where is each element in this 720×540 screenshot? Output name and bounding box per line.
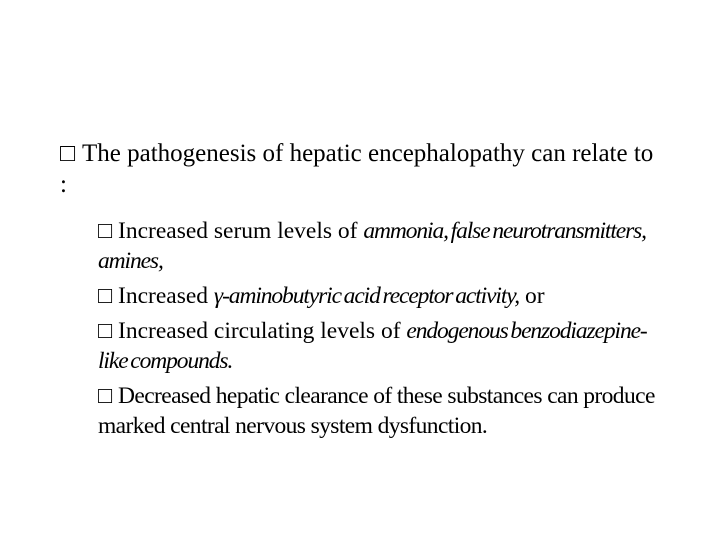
- sub-bullets: □Increased serum levels of ammonia, fals…: [98, 215, 660, 442]
- sub-4-prefix: Decreased hepatic clearance of these sub…: [98, 383, 655, 439]
- sub-bullet-4: □Decreased hepatic clearance of these su…: [98, 380, 660, 441]
- main-content: □The pathogenesis of hepatic encephalopa…: [60, 138, 660, 445]
- sub-3-prefix: Increased circulating levels of: [118, 318, 406, 344]
- square-bullet-icon: □: [98, 380, 118, 410]
- square-bullet-icon: □: [60, 138, 82, 169]
- square-bullet-icon: □: [98, 315, 118, 345]
- square-bullet-icon: □: [98, 280, 118, 310]
- slide: □The pathogenesis of hepatic encephalopa…: [0, 0, 720, 540]
- sub-bullet-1: □Increased serum levels of ammonia, fals…: [98, 215, 660, 276]
- main-bullet: □The pathogenesis of hepatic encephalopa…: [60, 138, 660, 201]
- sub-1-prefix: Increased serum levels of: [118, 218, 363, 244]
- sub-2-suffix: or: [519, 283, 544, 309]
- main-text: The pathogenesis of hepatic encephalopat…: [60, 140, 653, 198]
- square-bullet-icon: □: [98, 215, 118, 245]
- sub-2-italic: γ-aminobutyric acid receptor activity,: [214, 283, 519, 309]
- sub-bullet-3: □Increased circulating levels of endogen…: [98, 315, 660, 376]
- sub-2-prefix: Increased: [118, 283, 214, 309]
- sub-bullet-2: □Increased γ-aminobutyric acid receptor …: [98, 280, 660, 311]
